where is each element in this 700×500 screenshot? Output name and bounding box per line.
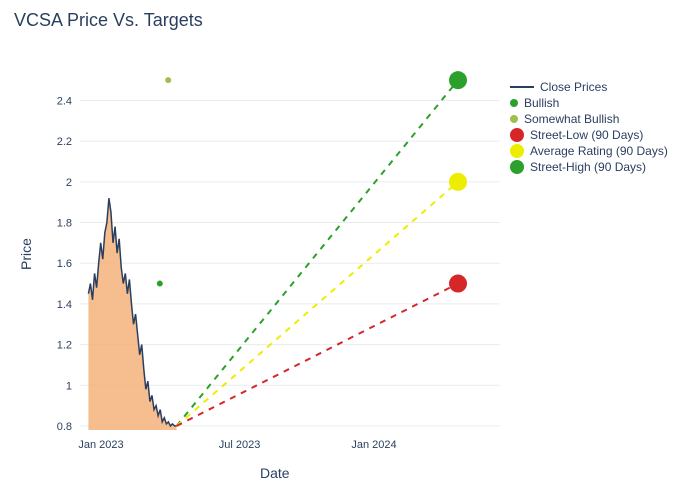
legend-label: Street-High (90 Days) xyxy=(530,160,646,174)
legend-label: Somewhat Bullish xyxy=(524,112,619,126)
somewhat-bullish-dot xyxy=(165,77,171,83)
chart-container: VCSA Price Vs. Targets Price Date 0.811.… xyxy=(0,0,700,500)
y-tick-label: 2.4 xyxy=(57,96,72,108)
legend-item[interactable]: Street-Low (90 Days) xyxy=(510,128,668,142)
legend-swatch xyxy=(510,86,534,88)
legend-item[interactable]: Bullish xyxy=(510,96,668,110)
legend-swatch xyxy=(510,128,524,142)
y-tick-label: 1 xyxy=(66,380,72,392)
x-tick-label: Jan 2024 xyxy=(351,439,396,451)
legend-item[interactable]: Average Rating (90 Days) xyxy=(510,144,668,158)
legend-label: Street-Low (90 Days) xyxy=(530,128,643,142)
projection-line-high xyxy=(177,80,458,426)
target-dot-low xyxy=(449,275,467,293)
y-tick-label: 1.6 xyxy=(57,258,72,270)
legend-swatch xyxy=(510,160,524,174)
legend-item[interactable]: Street-High (90 Days) xyxy=(510,160,668,174)
y-tick-label: 2 xyxy=(66,177,72,189)
legend-label: Average Rating (90 Days) xyxy=(530,144,668,158)
y-tick-label: 0.8 xyxy=(57,421,72,433)
bullish-dot xyxy=(157,281,163,287)
legend-label: Bullish xyxy=(524,96,559,110)
y-tick-label: 2.2 xyxy=(57,136,72,148)
legend-swatch xyxy=(510,115,518,123)
legend-swatch xyxy=(510,99,518,107)
target-dot-avg xyxy=(449,173,467,191)
legend-item[interactable]: Close Prices xyxy=(510,80,668,94)
y-tick-label: 1.8 xyxy=(57,218,72,230)
legend-label: Close Prices xyxy=(540,80,607,94)
x-tick-label: Jan 2023 xyxy=(78,439,123,451)
target-dot-high xyxy=(449,71,467,89)
x-tick-label: Jul 2023 xyxy=(219,439,261,451)
legend-item[interactable]: Somewhat Bullish xyxy=(510,112,668,126)
legend-swatch xyxy=(510,144,524,158)
y-tick-label: 1.2 xyxy=(57,340,72,352)
y-tick-label: 1.4 xyxy=(57,299,72,311)
plot-svg: 0.8 1 1.2 1.4 1.6 1.8 2 2.2 2.4 Jan 2023 Jul 2023 J… xyxy=(0,0,700,500)
legend: Close Prices Bullish Somewhat Bullish Stree… xyxy=(510,80,668,176)
